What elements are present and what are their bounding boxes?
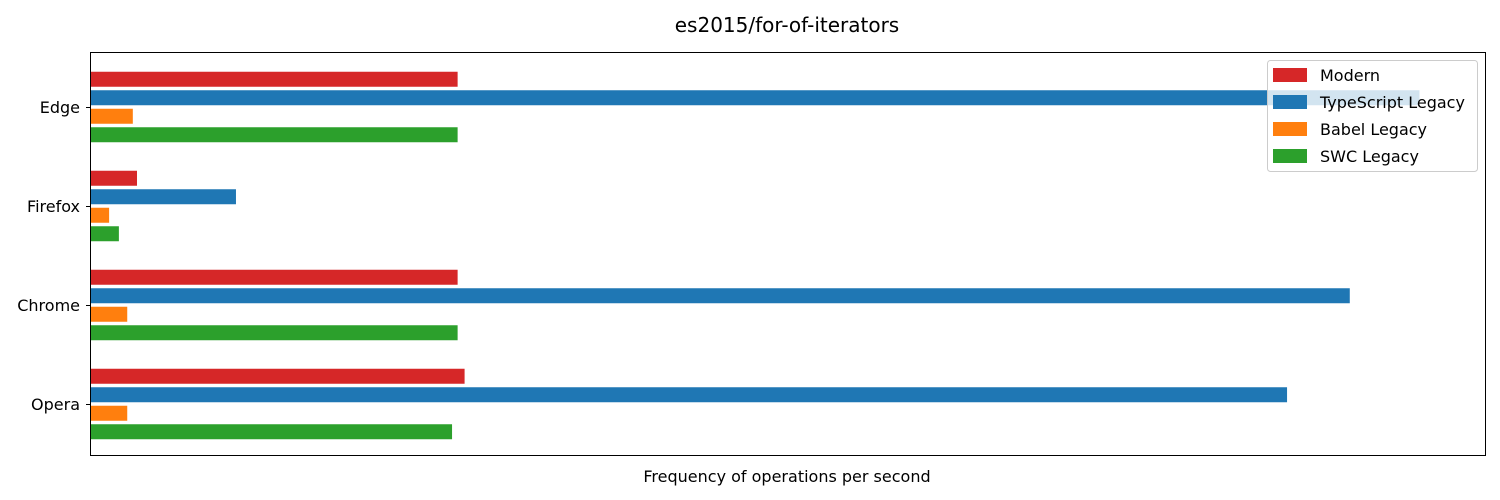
legend-swatch-modern	[1273, 68, 1307, 82]
legend-label: Babel Legacy	[1320, 120, 1427, 139]
legend-swatch-swc-legacy	[1273, 149, 1307, 163]
bar-edge-typescript-legacy	[91, 90, 1420, 106]
bar-edge-babel-legacy	[91, 108, 133, 124]
bar-opera-modern	[91, 368, 465, 384]
y-tick-label: Edge	[40, 98, 80, 117]
bar-firefox-babel-legacy	[91, 207, 110, 223]
chart-title: es2015/for-of-iterators	[675, 13, 899, 37]
bar-firefox-typescript-legacy	[91, 189, 236, 205]
legend-swatch-babel-legacy	[1273, 122, 1307, 136]
legend-box	[1267, 60, 1478, 172]
bar-opera-babel-legacy	[91, 405, 128, 421]
y-axis: Edge Firefox Chrome Opera	[17, 98, 91, 414]
bar-opera-swc-legacy	[91, 424, 453, 440]
bar-firefox-modern	[91, 170, 138, 186]
bar-edge-swc-legacy	[91, 127, 458, 143]
bar-chrome-modern	[91, 269, 458, 285]
bar-edge-modern	[91, 71, 458, 87]
legend-swatch-typescript-legacy	[1273, 95, 1307, 109]
bar-chrome-typescript-legacy	[91, 288, 1350, 304]
y-tick-label: Chrome	[17, 296, 80, 315]
bars-group	[91, 71, 1420, 440]
y-tick-label: Opera	[31, 395, 80, 414]
y-tick-label: Firefox	[27, 197, 80, 216]
bar-chrome-swc-legacy	[91, 325, 458, 341]
legend: Modern TypeScript Legacy Babel Legacy SWC L…	[1267, 60, 1478, 172]
plot-frame	[90, 52, 1486, 456]
legend-label: TypeScript Legacy	[1319, 93, 1465, 112]
legend-label: Modern	[1320, 66, 1380, 85]
bar-chrome-babel-legacy	[91, 306, 128, 322]
bar-firefox-swc-legacy	[91, 226, 119, 242]
x-axis-label: Frequency of operations per second	[643, 467, 930, 486]
legend-label: SWC Legacy	[1320, 147, 1419, 166]
bar-opera-typescript-legacy	[91, 387, 1288, 403]
